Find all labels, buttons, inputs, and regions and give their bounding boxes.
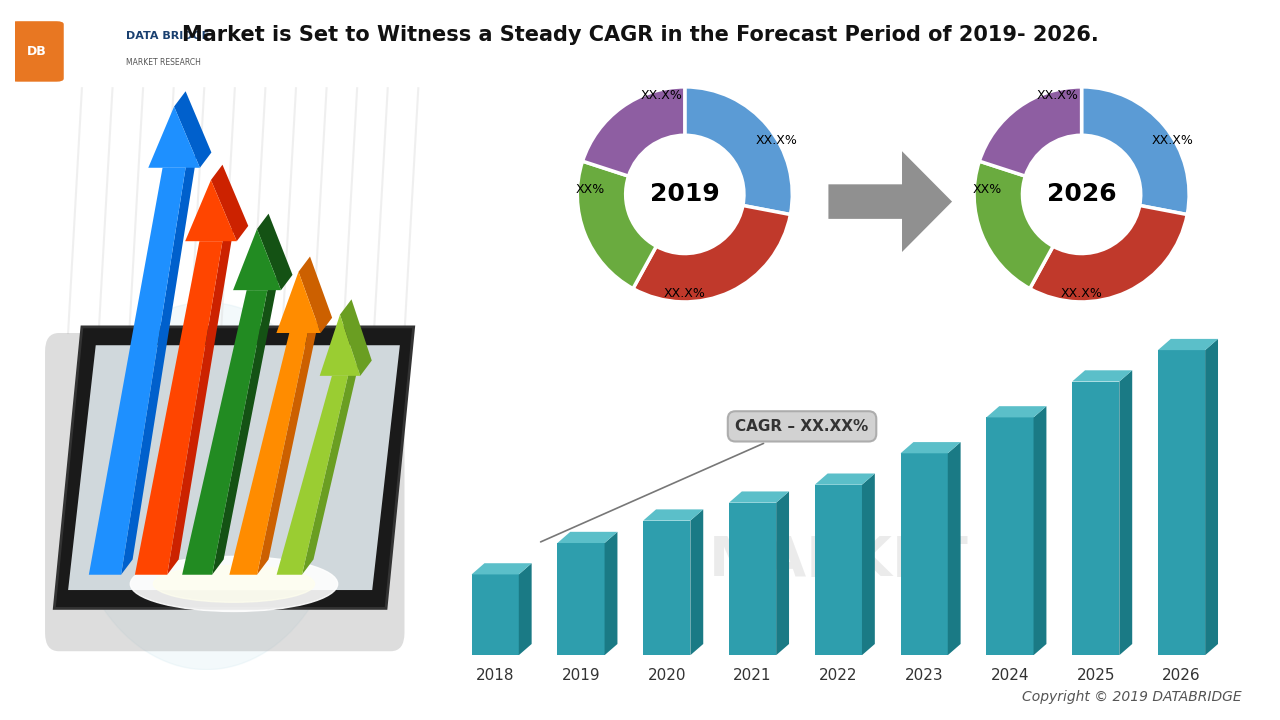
Polygon shape <box>298 256 332 333</box>
Bar <box>730 503 776 655</box>
Polygon shape <box>168 226 234 575</box>
Bar <box>557 543 604 655</box>
Polygon shape <box>471 563 531 575</box>
Polygon shape <box>276 376 348 575</box>
Bar <box>1158 350 1206 655</box>
Polygon shape <box>54 327 413 608</box>
Wedge shape <box>577 161 657 289</box>
Polygon shape <box>690 509 703 655</box>
Bar <box>815 485 861 655</box>
Polygon shape <box>212 275 279 575</box>
Polygon shape <box>302 361 360 575</box>
Polygon shape <box>257 318 319 575</box>
Polygon shape <box>815 474 874 485</box>
Polygon shape <box>901 442 960 454</box>
Wedge shape <box>582 87 685 176</box>
Polygon shape <box>257 214 293 290</box>
Text: XX%: XX% <box>973 183 1002 196</box>
Text: XX.X%: XX.X% <box>1061 287 1102 300</box>
Polygon shape <box>340 300 371 376</box>
Polygon shape <box>730 492 788 503</box>
Polygon shape <box>148 107 200 168</box>
Ellipse shape <box>154 566 315 602</box>
Polygon shape <box>211 165 248 241</box>
Bar <box>987 418 1033 655</box>
Polygon shape <box>987 406 1047 418</box>
Text: 2026: 2026 <box>1047 182 1116 207</box>
Wedge shape <box>685 87 792 215</box>
Wedge shape <box>1030 205 1188 302</box>
Polygon shape <box>1119 370 1133 655</box>
Polygon shape <box>276 271 320 333</box>
Polygon shape <box>776 492 788 655</box>
Polygon shape <box>643 509 703 521</box>
FancyBboxPatch shape <box>10 21 64 81</box>
Polygon shape <box>320 315 360 376</box>
Wedge shape <box>979 87 1082 176</box>
Polygon shape <box>1158 339 1219 350</box>
Polygon shape <box>229 333 307 575</box>
Bar <box>901 454 947 655</box>
Text: CAGR – XX.XX%: CAGR – XX.XX% <box>540 419 869 542</box>
Wedge shape <box>634 205 791 302</box>
Polygon shape <box>1073 370 1133 382</box>
Text: Copyright © 2019 DATABRIDGE: Copyright © 2019 DATABRIDGE <box>1021 690 1242 704</box>
Text: MARKET: MARKET <box>709 534 968 588</box>
Polygon shape <box>1033 406 1047 655</box>
Polygon shape <box>828 151 952 252</box>
Polygon shape <box>947 442 960 655</box>
Bar <box>1073 382 1119 655</box>
Polygon shape <box>174 91 211 168</box>
Polygon shape <box>182 290 268 575</box>
Text: XX.X%: XX.X% <box>755 134 797 147</box>
FancyBboxPatch shape <box>45 333 404 651</box>
Ellipse shape <box>131 557 338 611</box>
Polygon shape <box>122 153 197 575</box>
Text: 2019: 2019 <box>650 182 719 207</box>
Text: XX.X%: XX.X% <box>664 287 705 300</box>
Polygon shape <box>68 346 399 590</box>
Wedge shape <box>1082 87 1189 215</box>
Circle shape <box>68 302 344 670</box>
Polygon shape <box>604 532 617 655</box>
Polygon shape <box>557 532 617 543</box>
Wedge shape <box>974 161 1053 289</box>
Text: XX.X%: XX.X% <box>1037 89 1079 102</box>
Circle shape <box>123 376 289 596</box>
Text: Market is Set to Witness a Steady CAGR in the Forecast Period of 2019- 2026.: Market is Set to Witness a Steady CAGR i… <box>182 25 1098 45</box>
Bar <box>471 575 518 655</box>
Text: XX.X%: XX.X% <box>640 89 682 102</box>
Text: DATA BRIDGE: DATA BRIDGE <box>127 30 210 40</box>
Text: XX%: XX% <box>576 183 605 196</box>
Polygon shape <box>88 168 186 575</box>
Text: DB: DB <box>27 45 47 58</box>
Polygon shape <box>233 229 282 290</box>
Polygon shape <box>861 474 874 655</box>
Text: MARKET RESEARCH: MARKET RESEARCH <box>127 58 201 67</box>
Text: XX.X%: XX.X% <box>1152 134 1194 147</box>
Polygon shape <box>518 563 531 655</box>
Polygon shape <box>1206 339 1219 655</box>
Bar <box>643 521 690 655</box>
Polygon shape <box>186 180 237 241</box>
Polygon shape <box>134 241 223 575</box>
